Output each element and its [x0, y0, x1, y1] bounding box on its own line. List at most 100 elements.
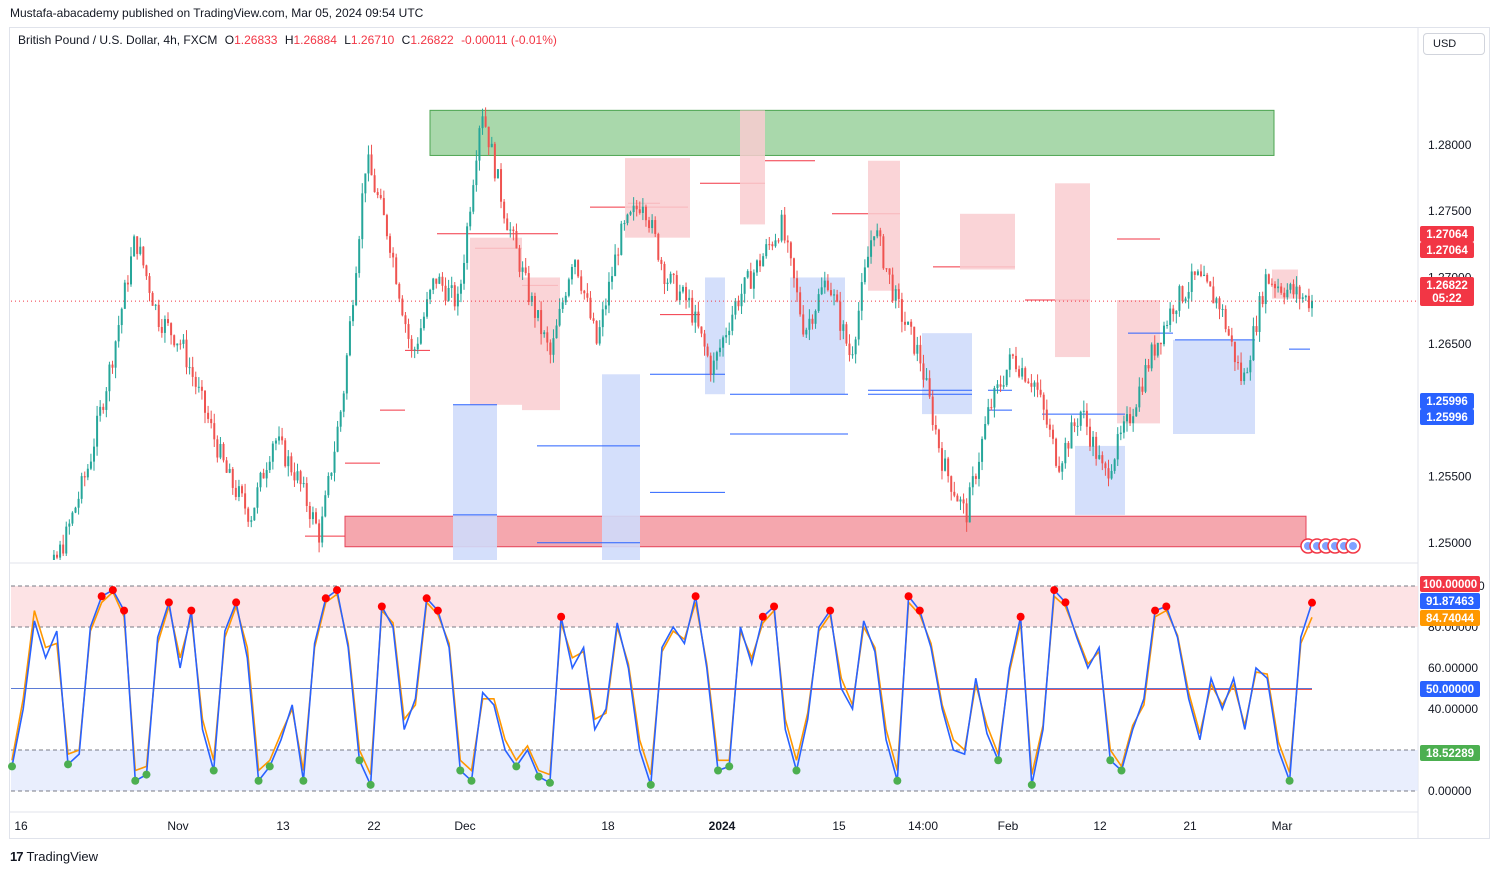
- tradingview-brand[interactable]: 17 TradingView: [10, 849, 98, 864]
- candle-body: [358, 239, 361, 274]
- candle-body: [666, 282, 669, 285]
- candle-body: [937, 429, 940, 449]
- close-label: C: [401, 33, 411, 47]
- time-axis: 16 Nov 13 22 Dec 18 2024 15 14:00 Feb 12 21 Mar: [10, 811, 1418, 833]
- oscillator-pane: 100.0000080.0000060.0000040.000000.00000…: [8, 576, 1485, 798]
- candle-body: [709, 355, 712, 375]
- symbol-name[interactable]: British Pound / U.S. Dollar, 4h, FXCM: [18, 33, 218, 47]
- candle-body: [1085, 410, 1088, 427]
- candle-body: [142, 246, 145, 266]
- candle-body: [910, 321, 913, 327]
- candle-body: [586, 293, 589, 298]
- candle-body: [1116, 434, 1119, 460]
- candle-body: [1227, 329, 1230, 336]
- candle-body: [484, 116, 487, 127]
- candle-body: [148, 276, 151, 293]
- candle-body: [765, 244, 768, 257]
- price-badge-label: 1.27064: [1426, 229, 1468, 241]
- price-badge: 05:22: [1420, 290, 1474, 306]
- candle-body: [691, 297, 694, 323]
- candle-body: [931, 396, 934, 426]
- candle-body: [441, 276, 444, 286]
- price-tick-label: 1.26500: [1428, 337, 1472, 351]
- candle-body: [1252, 326, 1255, 361]
- candle-body: [657, 233, 660, 260]
- candle-body: [237, 486, 240, 497]
- oversold-marker: [1027, 780, 1036, 789]
- candle-body: [284, 440, 287, 467]
- candle-body: [1267, 274, 1270, 284]
- candle-body: [219, 443, 222, 458]
- time-tick-label: 14:00: [908, 819, 938, 833]
- candle-body: [256, 487, 259, 508]
- resistance-fill: [740, 110, 765, 225]
- candle-body: [740, 293, 743, 307]
- candle-body: [456, 293, 459, 307]
- candle-body: [253, 507, 256, 521]
- candle-body: [117, 325, 120, 342]
- close-value: 1.26822: [410, 33, 454, 47]
- candle-body: [200, 386, 203, 391]
- high-label: H: [284, 33, 294, 47]
- overbought-marker: [108, 586, 117, 595]
- low-value: 1.26710: [350, 33, 395, 47]
- candle-body: [962, 499, 965, 504]
- candle-body: [987, 407, 990, 424]
- price-badge-label: 1.25996: [1426, 412, 1468, 424]
- oversold-marker: [131, 776, 140, 785]
- candle-body: [1258, 296, 1261, 332]
- osc-badge-bg: [1420, 593, 1480, 609]
- candle-body: [1104, 463, 1107, 469]
- candle-body: [404, 315, 407, 325]
- candle-body: [703, 333, 706, 347]
- oversold-marker: [1117, 766, 1126, 775]
- candle-body: [524, 267, 527, 274]
- candle-body: [176, 343, 179, 346]
- candle-body: [1196, 271, 1199, 275]
- candle-body: [475, 160, 478, 186]
- candle-body: [213, 423, 216, 440]
- demand-zone: [344, 515, 1307, 548]
- candle-body: [549, 342, 552, 355]
- candle-body: [533, 295, 536, 318]
- candle-body: [290, 456, 293, 473]
- candle-body: [102, 406, 105, 410]
- overbought-marker: [120, 606, 129, 615]
- candle-body: [845, 324, 848, 344]
- candle-body: [768, 244, 771, 246]
- candle-body: [444, 285, 447, 301]
- price-tick-label: 1.28000: [1428, 138, 1472, 152]
- candle-body: [570, 266, 573, 280]
- candle-body: [268, 461, 271, 471]
- candle-body: [814, 310, 817, 324]
- candle-body: [1224, 308, 1227, 330]
- price-badge-label: 1.25996: [1426, 396, 1468, 408]
- candle-body: [228, 468, 231, 473]
- candle-body: [1048, 424, 1051, 430]
- tradingview-logo-icon: 17: [10, 849, 24, 864]
- candle-body: [367, 154, 370, 174]
- price-tick-label: 1.25000: [1428, 536, 1472, 550]
- candle-body: [977, 461, 980, 479]
- candle-body: [352, 305, 355, 322]
- candle-body: [247, 508, 250, 522]
- candle-body: [86, 468, 89, 478]
- candle-body: [478, 128, 481, 161]
- candle-body: [463, 262, 466, 284]
- currency-button[interactable]: USD: [1423, 33, 1485, 55]
- candle-body: [947, 458, 950, 477]
- candle-body: [515, 231, 518, 249]
- candle-body: [373, 175, 376, 193]
- osc-badge: 100.00000: [1420, 576, 1480, 592]
- oversold-marker: [355, 756, 364, 765]
- candle-body: [928, 378, 931, 397]
- price-badge: 1.25996: [1420, 393, 1474, 409]
- candle-body: [278, 436, 281, 441]
- candle-body: [490, 143, 493, 148]
- candle-body: [990, 407, 993, 409]
- candle-body: [626, 214, 629, 224]
- time-tick-label: 21: [1183, 819, 1197, 833]
- candle-body: [1082, 410, 1085, 412]
- candle-body: [1153, 344, 1156, 356]
